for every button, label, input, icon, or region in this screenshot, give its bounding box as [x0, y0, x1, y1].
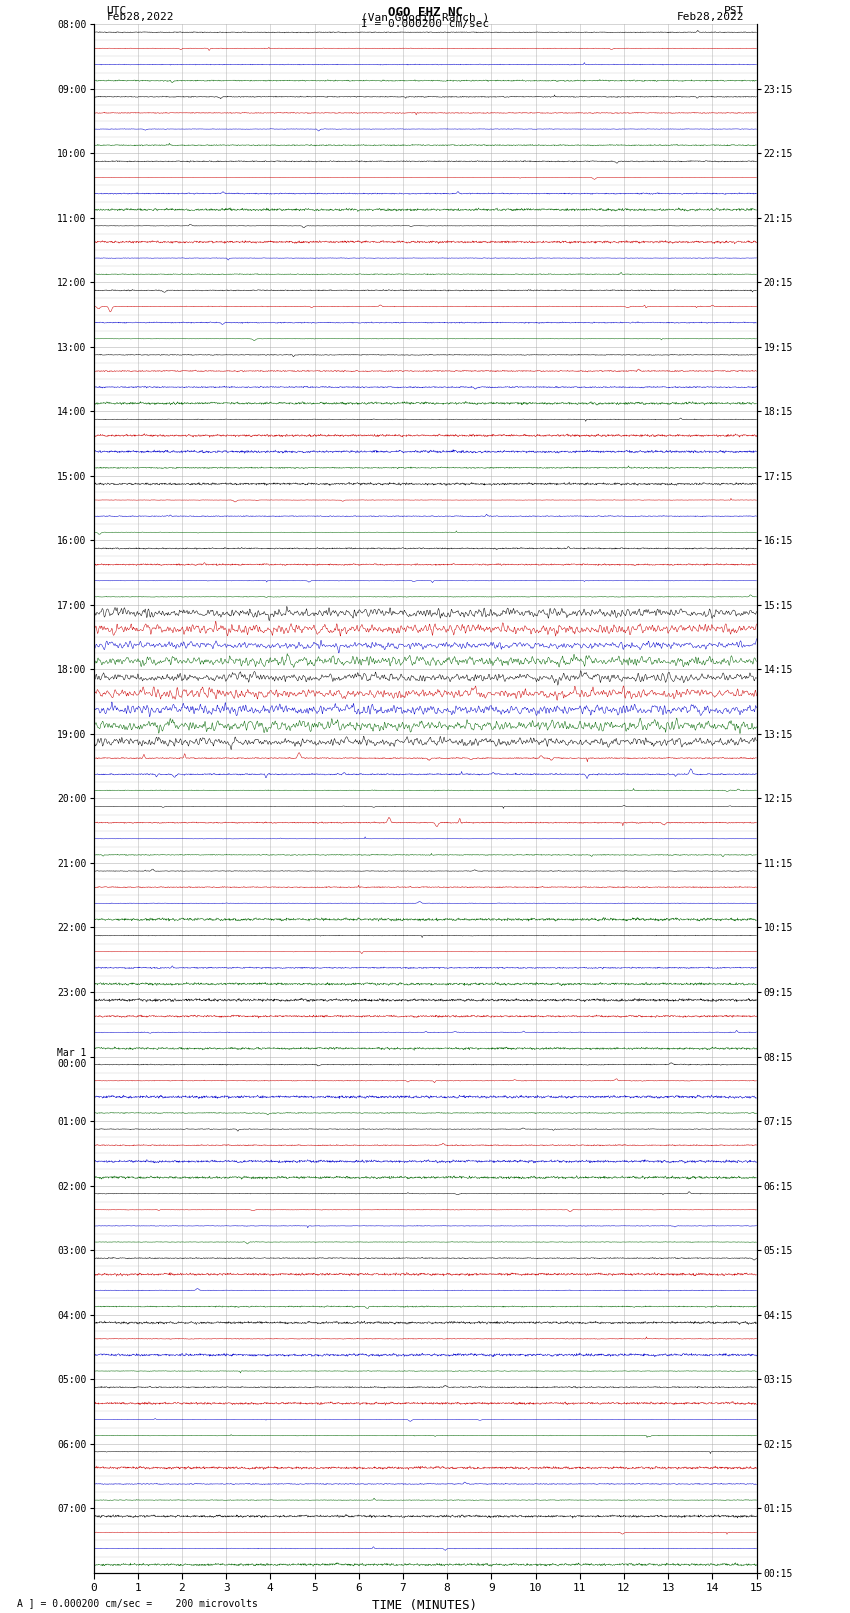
Text: Feb28,2022: Feb28,2022 [677, 11, 744, 23]
Text: A ] = 0.000200 cm/sec =    200 microvolts: A ] = 0.000200 cm/sec = 200 microvolts [17, 1598, 258, 1608]
X-axis label: TIME (MINUTES): TIME (MINUTES) [372, 1598, 478, 1611]
Text: UTC: UTC [106, 5, 127, 16]
Text: OGO EHZ NC: OGO EHZ NC [388, 5, 462, 19]
Text: I = 0.000200 cm/sec: I = 0.000200 cm/sec [361, 18, 489, 29]
Text: PST: PST [723, 5, 744, 16]
Text: Feb28,2022: Feb28,2022 [106, 11, 173, 23]
Text: (Van Goodin Ranch ): (Van Goodin Ranch ) [361, 11, 489, 23]
